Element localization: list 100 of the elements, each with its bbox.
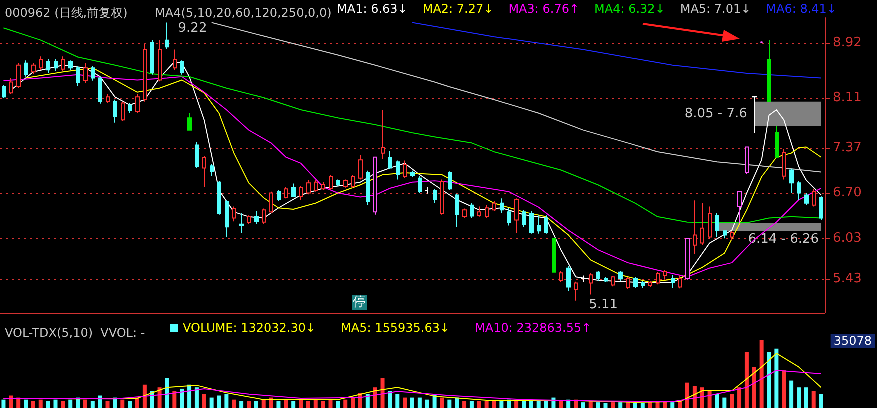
chart-title: VOL-TDX(5,10) VVOL: - <box>5 326 146 340</box>
candlestick <box>678 275 682 290</box>
y-tick-label: 8.92 <box>833 36 862 51</box>
bar <box>180 388 184 408</box>
bar <box>24 400 28 408</box>
candlestick <box>113 99 117 124</box>
bar <box>120 400 125 408</box>
bar <box>388 391 392 408</box>
candlestick <box>418 176 422 194</box>
candlestick <box>314 180 318 192</box>
candlestick <box>135 94 140 114</box>
legend-title: MA4(5,10,20,60,120,250,0,0) <box>155 6 332 20</box>
bar <box>403 398 408 408</box>
candlestick <box>522 210 526 228</box>
candlestick <box>648 280 652 288</box>
candlestick <box>106 94 110 104</box>
candlestick <box>247 215 251 225</box>
candlestick <box>232 206 236 222</box>
candlestick <box>173 49 177 71</box>
bar <box>774 348 779 408</box>
candlestick <box>321 182 325 192</box>
bar <box>410 398 414 408</box>
bar <box>299 400 304 408</box>
candlestick <box>358 154 363 180</box>
candlestick <box>693 200 697 255</box>
candlestick <box>500 198 504 214</box>
candlestick <box>544 215 548 234</box>
bar <box>604 403 608 408</box>
candlestick <box>752 96 757 134</box>
candlestick <box>373 156 377 216</box>
bar <box>708 391 712 408</box>
candlestick <box>403 160 407 179</box>
candlestick <box>83 62 88 84</box>
candlestick <box>715 213 719 238</box>
text: MA5: 7.01↓ <box>680 2 752 16</box>
candlestick <box>46 58 50 74</box>
candlestick <box>16 62 21 89</box>
bar <box>455 398 460 408</box>
bar <box>722 398 727 408</box>
bar <box>492 401 496 408</box>
candlestick <box>180 60 184 76</box>
candlestick <box>589 272 593 296</box>
candlestick <box>470 202 474 219</box>
bar <box>276 401 281 408</box>
candlestick <box>596 270 600 282</box>
bar <box>366 394 370 408</box>
bar <box>128 401 132 408</box>
candlestick <box>782 148 786 180</box>
bar <box>54 400 58 408</box>
bar <box>68 400 73 408</box>
candlestick <box>329 174 333 190</box>
bar <box>336 401 340 408</box>
bar <box>321 401 326 408</box>
candlestick <box>425 186 429 194</box>
candlestick <box>529 211 534 234</box>
candlestick <box>239 213 244 234</box>
bar <box>306 401 310 408</box>
bar <box>314 400 318 408</box>
y-tick-label: 8.11 <box>833 90 862 106</box>
bar <box>9 396 14 408</box>
candlestick <box>31 62 36 75</box>
candlestick <box>121 101 125 122</box>
candlestick <box>165 22 169 50</box>
candlestick <box>388 150 392 170</box>
bar <box>396 394 400 408</box>
candlestick <box>254 211 259 225</box>
candlestick <box>730 230 734 242</box>
text: MA4: 6.32↓ <box>594 2 666 16</box>
annotation: 5.11 <box>589 297 618 312</box>
bar <box>596 402 600 408</box>
candlestick <box>455 193 459 228</box>
candlestick <box>574 281 578 302</box>
y-tick-label: 7.37 <box>833 140 862 156</box>
bar <box>738 388 742 408</box>
bar <box>292 401 296 408</box>
candlestick <box>566 266 571 292</box>
bar <box>804 388 808 408</box>
bar <box>559 401 564 408</box>
candlestick <box>269 191 273 214</box>
candlestick <box>143 44 147 102</box>
candlestick <box>277 190 281 202</box>
bar <box>640 403 645 408</box>
candlestick <box>68 60 73 71</box>
bar <box>730 394 734 408</box>
candlestick <box>440 179 444 216</box>
bar <box>172 391 177 408</box>
bar <box>611 402 616 408</box>
bar <box>83 400 88 408</box>
candlestick <box>39 56 43 71</box>
bar <box>418 398 422 408</box>
y-tick-label: 6.70 <box>833 186 862 201</box>
candlestick <box>611 276 615 288</box>
bar <box>448 400 452 408</box>
candlestick <box>626 276 630 290</box>
candlestick <box>507 208 511 226</box>
candlestick <box>217 180 221 216</box>
candlestick <box>61 56 65 72</box>
bar <box>31 401 36 408</box>
candlestick <box>433 188 437 204</box>
bar <box>158 388 162 408</box>
